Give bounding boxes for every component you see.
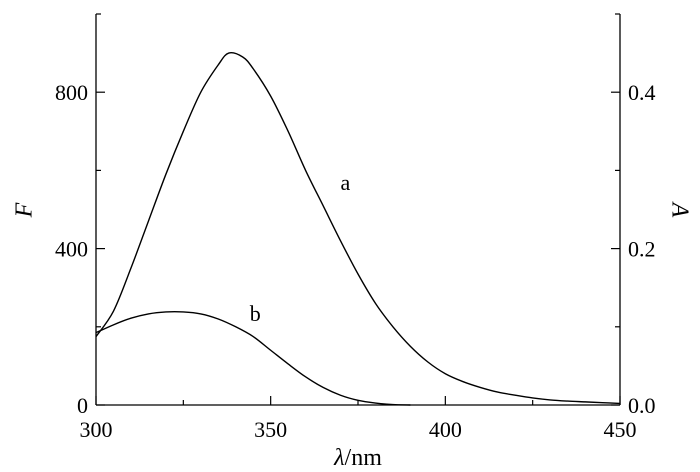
y-right-tick-label-0.4: 0.4 <box>628 80 656 105</box>
x-axis-title-unit: /nm <box>345 445 383 471</box>
series-group <box>95 52 621 406</box>
x-tick-label-350: 350 <box>254 417 287 442</box>
series-line-a <box>95 52 621 405</box>
x-axis-title: λ/nm <box>333 445 382 471</box>
y-right-tick-label-0.2: 0.2 <box>628 237 656 262</box>
y-left-tick-label-400: 400 <box>55 237 88 262</box>
right-y-axis-ticks: 0.0 0.2 0.4 <box>611 13 656 418</box>
x-tick-label-450: 450 <box>604 417 637 442</box>
plot-frame <box>95 14 621 406</box>
left-y-axis-ticks: 0 400 800 <box>55 13 105 418</box>
y-left-tick-label-800: 800 <box>55 80 88 105</box>
series-line-b <box>95 311 411 406</box>
y-right-tick-label-0: 0.0 <box>628 393 656 418</box>
y-axis-left-title: F <box>12 202 38 218</box>
curve-label-a: a <box>341 170 351 195</box>
x-axis-title-symbol: λ <box>333 445 344 471</box>
y-left-tick-label-0: 0 <box>77 393 88 418</box>
x-axis-ticks: 300 350 400 450 <box>80 396 637 442</box>
curve-label-b: b <box>250 301 261 326</box>
x-tick-label-400: 400 <box>429 417 462 442</box>
curve-labels: ab <box>250 170 351 326</box>
x-tick-label-300: 300 <box>80 417 113 442</box>
y-axis-right-title: A <box>666 201 692 218</box>
